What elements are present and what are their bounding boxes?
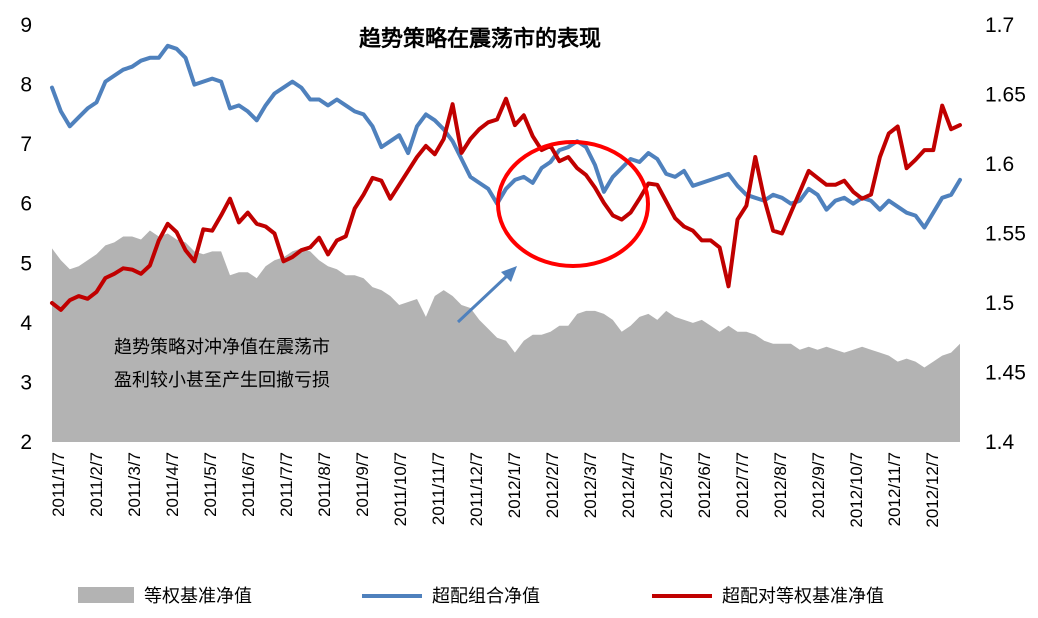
- left-tick-label: 7: [20, 133, 32, 156]
- x-tick-label: 2011/2/7: [87, 452, 106, 517]
- x-tick-label: 2011/10/7: [391, 452, 410, 526]
- x-tick-label: 2011/7/7: [277, 452, 296, 517]
- x-tick-label: 2012/1/7: [505, 452, 524, 518]
- annotation-line-2: 盈利较小甚至产生回撤亏损: [114, 370, 330, 391]
- left-tick-label: 6: [20, 193, 32, 216]
- right-axis-ticks: 1.4 1.45 1.5 1.55 1.6 1.65 1.7: [985, 14, 1026, 454]
- x-tick-label: 2012/4/7: [619, 452, 638, 518]
- x-tick-label: 2012/2/7: [543, 452, 562, 518]
- x-tick-label: 2011/3/7: [125, 452, 144, 517]
- legend-label-area: 等权基准净值: [144, 586, 252, 607]
- x-tick-label: 2011/4/7: [163, 452, 182, 517]
- x-tick-label: 2012/9/7: [809, 452, 828, 518]
- annotation-arrow-line: [456, 273, 510, 324]
- line-series-layer: [50, 43, 962, 312]
- left-tick-label: 3: [20, 371, 32, 394]
- x-tick-label: 2011/9/7: [353, 452, 372, 517]
- x-tick-label: 2012/7/7: [733, 452, 752, 518]
- annotation-arrowhead: [501, 266, 517, 282]
- legend-label-red: 超配对等权基准净值: [722, 586, 884, 607]
- right-tick-label: 1.4: [985, 431, 1015, 454]
- annotation-line-1: 趋势策略对冲净值在震荡市: [114, 337, 330, 358]
- left-axis-ticks: 2 3 4 5 6 7 8 9: [20, 14, 32, 454]
- right-tick-label: 1.5: [985, 292, 1014, 315]
- x-tick-label: 2012/6/7: [695, 452, 714, 518]
- right-tick-label: 1.65: [985, 84, 1026, 107]
- right-tick-label: 1.6: [985, 153, 1014, 176]
- legend-swatch-area: [78, 587, 134, 603]
- x-tick-label: 2011/11/7: [429, 452, 448, 525]
- x-tick-label: 2012/8/7: [771, 452, 790, 518]
- left-tick-label: 9: [20, 14, 32, 37]
- left-tick-label: 2: [20, 431, 32, 454]
- x-tick-label: 2011/6/7: [239, 452, 258, 517]
- left-tick-label: 8: [20, 74, 32, 97]
- right-tick-label: 1.55: [985, 223, 1026, 246]
- x-tick-label: 2011/8/7: [315, 452, 334, 517]
- right-tick-label: 1.7: [985, 14, 1014, 37]
- x-tick-label: 2012/3/7: [581, 452, 600, 518]
- x-tick-label: 2011/1/7: [49, 452, 68, 517]
- x-tick-label: 2012/10/7: [847, 452, 866, 528]
- x-tick-label: 2012/12/7: [923, 452, 942, 528]
- x-tick-label: 2012/11/7: [885, 452, 904, 526]
- area-series-layer: [52, 230, 960, 442]
- x-axis-ticks: 2011/1/7 2011/2/7 2011/3/7 2011/4/7 2011/5/7…: [49, 452, 942, 528]
- x-tick-label: 2011/12/7: [467, 452, 486, 526]
- legend: 等权基准净值 超配组合净值 超配对等权基准净值: [78, 586, 884, 607]
- left-tick-label: 4: [20, 312, 32, 335]
- x-tick-label: 2011/5/7: [201, 452, 220, 517]
- series-line-2: [50, 96, 962, 312]
- highlight-circle: [496, 140, 650, 268]
- series-line-1: [50, 43, 962, 230]
- series-area-0: [52, 230, 960, 442]
- x-tick-label: 2012/5/7: [657, 452, 676, 518]
- legend-label-blue: 超配组合净值: [432, 586, 540, 607]
- left-tick-label: 5: [20, 252, 32, 275]
- chart-title: 趋势策略在震荡市的表现: [359, 26, 601, 52]
- right-tick-label: 1.45: [985, 362, 1026, 385]
